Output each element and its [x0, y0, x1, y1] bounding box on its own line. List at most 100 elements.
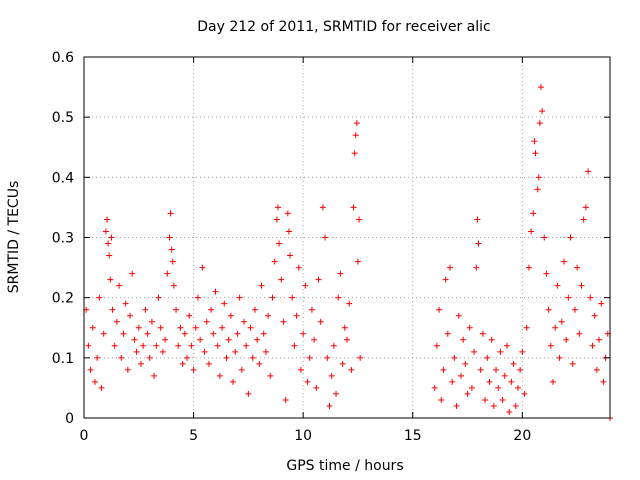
- data-point: [173, 306, 180, 313]
- data-point: [167, 210, 174, 217]
- data-point: [311, 336, 318, 343]
- data-point: [280, 318, 287, 325]
- data-point: [192, 324, 199, 331]
- data-point: [473, 264, 480, 271]
- data-point: [438, 396, 445, 403]
- data-point: [536, 120, 543, 127]
- y-tick-label: 0.5: [52, 110, 74, 126]
- data-point: [535, 174, 542, 181]
- data-point: [100, 330, 107, 337]
- data-point: [179, 360, 186, 367]
- data-point: [471, 348, 478, 355]
- data-point: [326, 402, 333, 409]
- data-point: [91, 378, 98, 385]
- data-point: [124, 366, 131, 373]
- data-point: [118, 354, 125, 361]
- data-point: [550, 378, 557, 385]
- data-point: [346, 300, 353, 307]
- data-point: [135, 324, 142, 331]
- data-point: [297, 366, 304, 373]
- data-point: [475, 240, 482, 247]
- data-point: [236, 294, 243, 301]
- data-point: [227, 312, 234, 319]
- data-point: [537, 84, 544, 91]
- data-point: [295, 264, 302, 271]
- data-point: [262, 348, 269, 355]
- data-point: [488, 336, 495, 343]
- data-point: [519, 348, 526, 355]
- data-points: [83, 84, 613, 421]
- data-point: [300, 330, 307, 337]
- data-point: [243, 342, 250, 349]
- data-point: [274, 204, 281, 211]
- data-point: [89, 324, 96, 331]
- data-point: [181, 330, 188, 337]
- data-point: [479, 330, 486, 337]
- data-point: [107, 276, 114, 283]
- data-point: [153, 342, 160, 349]
- data-point: [293, 312, 300, 319]
- data-point: [306, 354, 313, 361]
- x-tick-label: 5: [189, 428, 198, 444]
- data-point: [104, 216, 111, 223]
- data-point: [148, 318, 155, 325]
- data-point: [102, 228, 109, 235]
- data-point: [578, 282, 585, 289]
- data-point: [582, 204, 589, 211]
- data-point: [225, 336, 232, 343]
- data-point: [247, 324, 254, 331]
- data-point: [265, 312, 272, 319]
- data-point: [585, 168, 592, 175]
- data-point: [451, 354, 458, 361]
- data-point: [254, 336, 261, 343]
- data-point: [208, 306, 215, 313]
- y-tick-label: 0.6: [52, 50, 74, 66]
- x-tick-label: 0: [80, 428, 89, 444]
- axis-ticks: 0 0.1 0.2 0.3 0.4 0.5 0.6 0 5 10 15 20: [52, 50, 610, 444]
- data-point: [140, 342, 147, 349]
- data-point: [238, 366, 245, 373]
- data-point: [460, 336, 467, 343]
- data-point: [453, 402, 460, 409]
- data-point: [131, 336, 138, 343]
- data-point: [169, 258, 176, 265]
- data-point: [109, 306, 116, 313]
- data-point: [587, 294, 594, 301]
- data-point: [317, 318, 324, 325]
- data-point: [214, 342, 221, 349]
- data-point: [462, 360, 469, 367]
- data-point: [190, 366, 197, 373]
- data-point: [194, 294, 201, 301]
- data-point: [144, 330, 151, 337]
- data-point: [315, 276, 322, 283]
- data-point: [545, 306, 552, 313]
- data-point: [560, 258, 567, 265]
- data-point: [528, 228, 535, 235]
- data-point: [177, 324, 184, 331]
- data-point: [593, 366, 600, 373]
- data-point: [357, 354, 364, 361]
- data-point: [352, 132, 359, 139]
- data-point: [282, 396, 289, 403]
- data-point: [223, 354, 230, 361]
- data-point: [552, 324, 559, 331]
- data-point: [433, 342, 440, 349]
- data-point: [219, 324, 226, 331]
- data-point: [508, 378, 515, 385]
- data-point: [442, 276, 449, 283]
- data-point: [348, 366, 355, 373]
- data-point: [216, 372, 223, 379]
- data-point: [569, 360, 576, 367]
- data-point: [155, 294, 162, 301]
- data-point: [600, 378, 607, 385]
- data-point: [170, 282, 177, 289]
- data-point: [289, 294, 296, 301]
- y-tick-label: 0.2: [52, 291, 74, 307]
- data-point: [133, 348, 140, 355]
- x-tick-label: 10: [294, 428, 312, 444]
- data-point: [580, 216, 587, 223]
- data-point: [234, 330, 241, 337]
- data-point: [556, 354, 563, 361]
- data-point: [531, 138, 538, 145]
